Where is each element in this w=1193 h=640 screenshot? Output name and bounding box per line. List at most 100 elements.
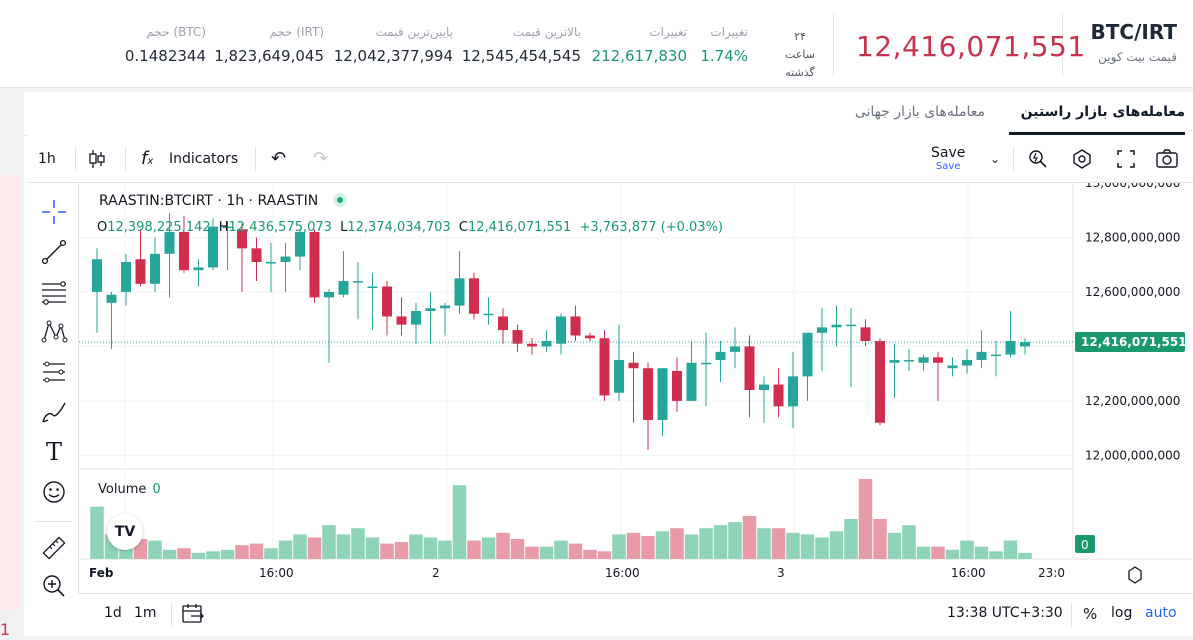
candle-body xyxy=(657,368,668,420)
fib-retracement-icon[interactable] xyxy=(39,277,69,307)
candle-body xyxy=(483,313,494,316)
candle-body xyxy=(469,278,479,314)
tab-global-trades[interactable]: معامله‌های بازار جهانی xyxy=(854,104,985,120)
volume-bar xyxy=(757,528,771,559)
candle-body xyxy=(701,362,711,365)
y-axis-tick-label: 12,000,000,000 xyxy=(1085,448,1180,462)
candle-body xyxy=(933,357,943,363)
candle-body xyxy=(251,248,262,262)
period-label: ۲۴ ساعت گذشته xyxy=(778,28,822,82)
candle-body xyxy=(991,354,1001,357)
zoom-in-icon[interactable] xyxy=(39,571,69,601)
volume-bar xyxy=(423,537,438,559)
candle-body xyxy=(150,253,160,284)
open-value: 12,398,225,142 xyxy=(107,220,211,235)
stat-value: 212,617,830 xyxy=(591,47,687,65)
candle-body xyxy=(875,340,885,423)
pair-block[interactable]: BTC/IRT قیمت بیت کوین xyxy=(1091,20,1177,64)
candle-body xyxy=(788,376,798,407)
range-1d-button[interactable]: 1d xyxy=(104,605,122,621)
candle-body xyxy=(237,229,247,249)
settings-icon[interactable] xyxy=(1071,147,1093,171)
stat-value: 12,545,454,545 xyxy=(461,47,581,65)
volume-bar xyxy=(235,545,249,559)
ruler-icon[interactable] xyxy=(39,533,69,563)
candle-body xyxy=(121,261,131,292)
fx-icon[interactable]: fx xyxy=(141,148,154,169)
brush-icon[interactable] xyxy=(39,397,69,427)
volume-bar xyxy=(989,551,1003,559)
range-1m-button[interactable]: 1m xyxy=(134,605,157,621)
candle-body xyxy=(846,324,856,327)
candle-body xyxy=(454,278,465,306)
candle-body xyxy=(889,360,900,363)
volume-bar xyxy=(162,549,177,559)
redo-icon[interactable]: ↷ xyxy=(313,148,329,169)
period-line-2: گذشته xyxy=(785,66,815,79)
trend-line-icon[interactable] xyxy=(39,237,69,267)
volume-bar xyxy=(220,549,235,559)
volume-bar xyxy=(177,548,191,559)
indicators-button[interactable]: Indicators xyxy=(169,151,239,167)
volume-bar xyxy=(336,534,351,559)
crosshair-icon[interactable] xyxy=(39,197,69,227)
candle-body xyxy=(904,360,914,362)
candle-body xyxy=(744,346,755,391)
volume-bar xyxy=(583,549,597,559)
volume-bar xyxy=(858,479,873,559)
pair-symbol: BTC/IRT xyxy=(1090,20,1177,44)
candle-body xyxy=(324,291,334,298)
candle-body xyxy=(440,305,450,309)
candle-body xyxy=(628,362,639,369)
volume-bar xyxy=(829,531,844,559)
chart-toolbar: 1h fx Indicators ↶ ↷ Save Save ⌄ xyxy=(27,135,1193,183)
open-label: O xyxy=(97,220,108,235)
pattern-icon[interactable] xyxy=(39,317,69,347)
timezone-label[interactable]: 13:38 UTC+3:30 xyxy=(947,605,1063,621)
volume-bar xyxy=(496,532,510,559)
emoji-icon[interactable] xyxy=(39,477,69,507)
toolbar-divider xyxy=(75,147,76,171)
x-axis-tick-label: 16:00 xyxy=(951,566,986,580)
close-label: C xyxy=(458,220,468,235)
x-axis-tick-label: Feb xyxy=(89,566,114,580)
candle-body xyxy=(266,261,276,264)
interval-button[interactable]: 1h xyxy=(38,151,56,167)
stat-value: 12,042,377,994 xyxy=(333,47,453,65)
save-button[interactable]: Save Save xyxy=(931,145,965,172)
axis-settings-icon[interactable] xyxy=(1128,566,1142,584)
candle-body xyxy=(353,281,363,283)
price-chart[interactable]: 13,000,000,000 12,800,000,000 12,600,000,0… xyxy=(27,183,1193,593)
chevron-down-icon[interactable]: ⌄ xyxy=(990,152,1001,166)
candle-body xyxy=(135,259,146,284)
text-icon[interactable]: T xyxy=(45,438,62,466)
stat-value: 0.1482344 xyxy=(124,47,206,65)
bottom-divider xyxy=(171,603,172,627)
camera-icon[interactable] xyxy=(1155,147,1179,171)
fullscreen-icon[interactable] xyxy=(1115,147,1137,171)
candle-body xyxy=(1005,340,1016,355)
candles-icon[interactable] xyxy=(87,147,111,171)
candle-body xyxy=(222,226,233,229)
undo-icon[interactable]: ↶ xyxy=(271,148,287,169)
stat-label: تغییرات xyxy=(710,25,748,39)
candle-body xyxy=(179,232,189,271)
percent-toggle[interactable]: % xyxy=(1083,605,1098,623)
candle-body xyxy=(411,311,421,325)
tradingview-logo[interactable]: TV xyxy=(107,514,143,550)
y-axis-tick-label: 12,600,000,000 xyxy=(1085,285,1180,299)
tab-raastin-trades[interactable]: معامله‌های بازار راستین xyxy=(1020,104,1185,120)
save-label: Save xyxy=(931,145,966,161)
log-toggle[interactable]: log xyxy=(1111,605,1133,621)
date-range-icon[interactable] xyxy=(181,603,205,629)
auto-toggle[interactable]: auto xyxy=(1145,605,1177,621)
volume-bar xyxy=(1003,540,1018,559)
volume-bar xyxy=(394,542,409,559)
forecast-icon[interactable] xyxy=(39,357,69,387)
quick-search-icon[interactable] xyxy=(1027,147,1049,171)
last-price-label: 12,416,071,551 xyxy=(1081,335,1187,349)
volume-bar xyxy=(322,525,336,559)
candle-body xyxy=(686,362,697,401)
toolbar-divider xyxy=(1013,147,1014,171)
candle-body xyxy=(773,384,784,407)
